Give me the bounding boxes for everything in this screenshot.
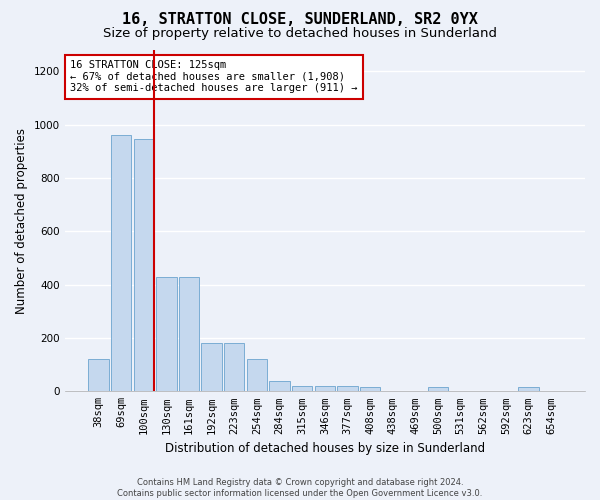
Bar [428, 388, 448, 392]
Bar [134, 138, 154, 392]
Text: Contains HM Land Registry data © Crown copyright and database right 2024.
Contai: Contains HM Land Registry data © Crown c… [118, 478, 482, 498]
Bar [111, 136, 131, 392]
Text: 16, STRATTON CLOSE, SUNDERLAND, SR2 0YX: 16, STRATTON CLOSE, SUNDERLAND, SR2 0YX [122, 12, 478, 28]
Bar [518, 388, 539, 392]
Bar [224, 344, 244, 392]
Text: Size of property relative to detached houses in Sunderland: Size of property relative to detached ho… [103, 28, 497, 40]
Y-axis label: Number of detached properties: Number of detached properties [15, 128, 28, 314]
Text: 16 STRATTON CLOSE: 125sqm
← 67% of detached houses are smaller (1,908)
32% of se: 16 STRATTON CLOSE: 125sqm ← 67% of detac… [70, 60, 358, 94]
Bar [360, 388, 380, 392]
Bar [202, 344, 222, 392]
Bar [179, 276, 199, 392]
Bar [314, 386, 335, 392]
Bar [156, 276, 176, 392]
X-axis label: Distribution of detached houses by size in Sunderland: Distribution of detached houses by size … [165, 442, 485, 455]
Bar [337, 386, 358, 392]
Bar [269, 380, 290, 392]
Bar [292, 386, 313, 392]
Bar [88, 360, 109, 392]
Bar [247, 360, 267, 392]
